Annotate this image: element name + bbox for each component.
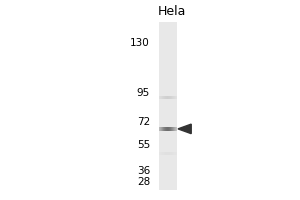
- Text: Hela: Hela: [158, 5, 186, 18]
- Text: 95: 95: [137, 88, 150, 98]
- Text: 36: 36: [137, 166, 150, 176]
- Bar: [159, 22, 176, 190]
- Text: 130: 130: [130, 38, 150, 48]
- Text: 28: 28: [137, 177, 150, 187]
- Text: 55: 55: [137, 140, 150, 150]
- Text: 72: 72: [137, 117, 150, 127]
- Polygon shape: [178, 124, 191, 134]
